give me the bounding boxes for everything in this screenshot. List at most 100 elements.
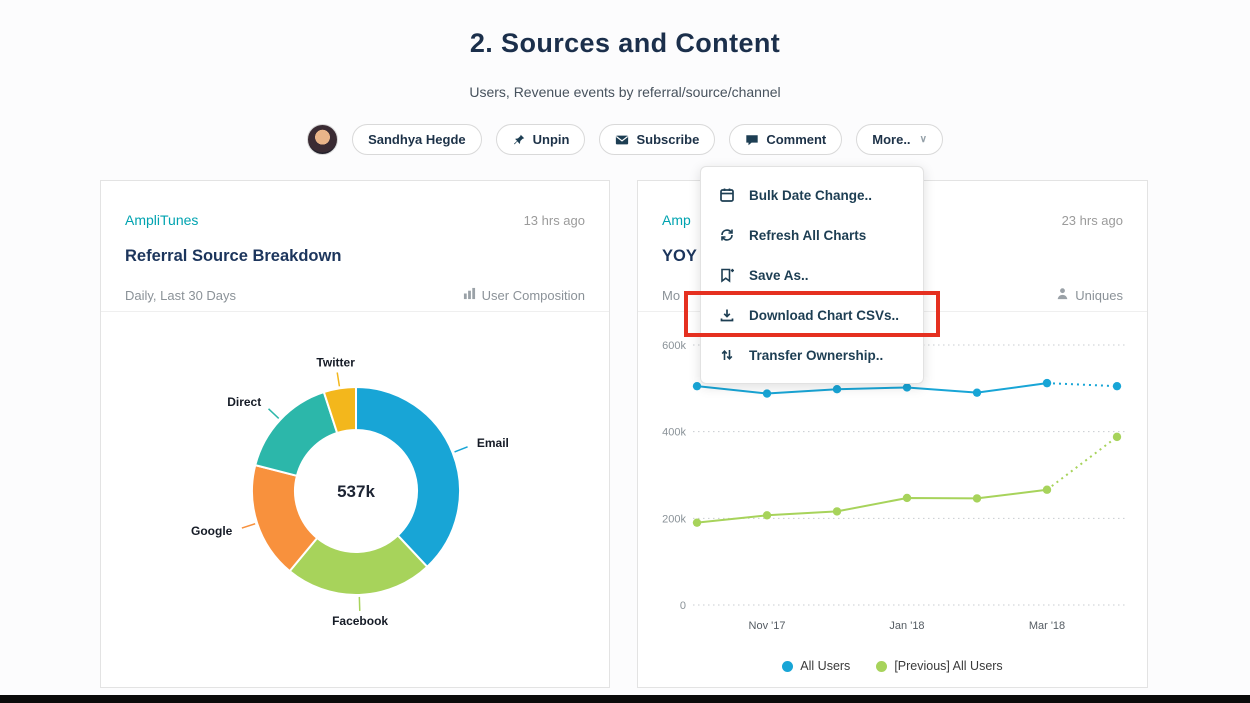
donut-leader-line [336, 372, 341, 387]
donut-label-google: Google [191, 524, 233, 538]
previous-all-users-point[interactable] [1112, 432, 1122, 442]
referral-breakdown-card: AmpliTunes 13 hrs ago Referral Source Br… [100, 180, 610, 688]
mode-label: User Composition [481, 287, 585, 303]
comment-label: Comment [766, 132, 827, 147]
card-header: AmpliTunes 13 hrs ago Referral Source Br… [101, 181, 609, 311]
owner-name: Sandhya Hegde [368, 132, 466, 147]
subscribe-button[interactable]: Subscribe [599, 124, 716, 155]
menu-item-label: Save As.. [749, 267, 809, 283]
mode-label: Uniques [1075, 287, 1123, 303]
comment-button[interactable]: Comment [729, 124, 843, 155]
bottom-screen-edge [0, 695, 1250, 703]
menu-item-label: Download Chart CSVs.. [749, 307, 900, 323]
donut-label-facebook: Facebook [332, 614, 388, 628]
donut-label-email: Email [477, 436, 509, 450]
x-axis-label: Nov '17 [749, 620, 786, 632]
time-ago: 13 hrs ago [523, 212, 585, 228]
all-users-point[interactable] [762, 389, 772, 398]
transfer-icon [719, 347, 736, 363]
previous-all-users-point[interactable] [902, 493, 912, 503]
all-users-line [696, 382, 1048, 395]
date-range-label: Mo [662, 287, 681, 303]
previous-all-users-point[interactable] [762, 511, 772, 520]
donut-svg[interactable]: Email Facebook Google Direct Twitter 537k [166, 321, 546, 666]
all-users-point[interactable] [1112, 381, 1122, 391]
menu-item-save-as[interactable]: Save As.. [701, 255, 923, 295]
user-composition-control[interactable]: User Composition [463, 287, 585, 303]
refresh-icon [719, 227, 736, 243]
donut-label-twitter: Twitter [316, 356, 355, 370]
y-axis-label: 600k [662, 340, 686, 352]
card-header: Amp 23 hrs ago YOY Mo Uniques [638, 181, 1147, 311]
menu-item-bulk-date-change[interactable]: Bulk Date Change.. [701, 175, 923, 215]
donut-leader-line [268, 408, 280, 419]
line-chart-svg[interactable]: 0 200k 400k 600k Nov '17 Jan '18 Mar '18 [652, 327, 1132, 637]
legend-label: All Users [800, 659, 851, 673]
uniques-icon [1056, 287, 1069, 303]
menu-item-label: Refresh All Charts [749, 227, 867, 243]
menu-item-transfer-ownership[interactable]: Transfer Ownership.. [701, 335, 923, 375]
previous-all-users-point[interactable] [1042, 485, 1052, 494]
avatar[interactable] [307, 124, 339, 155]
app-name-link[interactable]: Amp [662, 212, 691, 228]
donut-slice-twitter[interactable] [322, 385, 357, 435]
caret-down-icon: ∨ [919, 134, 927, 145]
all-users-point[interactable] [832, 385, 842, 394]
y-axis-label: 400k [662, 427, 686, 439]
comment-bubble-icon [745, 133, 759, 147]
previous-all-users-line [696, 488, 1048, 524]
unpin-button[interactable]: Unpin [495, 124, 586, 155]
donut-leader-line [454, 446, 468, 453]
calendar-icon [719, 187, 736, 203]
uniques-control[interactable]: Uniques [1056, 287, 1123, 303]
download-icon [719, 307, 736, 323]
page-title: 2. Sources and Content [469, 28, 781, 58]
menu-item-download-chart-csvs[interactable]: Download Chart CSVs.. [701, 295, 923, 335]
app-name-link[interactable]: AmpliTunes [125, 212, 199, 228]
y-axis-label: 200k [662, 513, 686, 525]
donut-slice-email[interactable] [355, 385, 461, 569]
subscribe-label: Subscribe [636, 132, 700, 147]
time-ago: 23 hrs ago [1061, 212, 1123, 228]
donut-leader-line [241, 523, 256, 529]
divider [101, 311, 609, 312]
legend-item-previous-all-users[interactable]: [Previous] All Users [876, 659, 1003, 673]
all-users-point[interactable] [692, 381, 702, 391]
menu-item-label: Bulk Date Change.. [749, 187, 873, 203]
more-button[interactable]: More.. ∨ [856, 124, 943, 155]
chart-title[interactable]: Referral Source Breakdown [125, 247, 342, 265]
all-users-point[interactable] [902, 383, 912, 392]
previous-all-users-point[interactable] [972, 494, 982, 503]
y-axis-label: 0 [680, 600, 686, 612]
chart-title[interactable]: YOY [662, 247, 697, 265]
date-range-label: Daily, Last 30 Days [125, 287, 237, 303]
more-label: More.. [872, 132, 911, 147]
legend-item-all-users[interactable]: All Users [782, 659, 850, 673]
x-axis-label: Jan '18 [889, 620, 924, 632]
menu-item-refresh-all-charts[interactable]: Refresh All Charts [701, 215, 923, 255]
envelope-icon [615, 133, 629, 147]
all-users-point[interactable] [972, 388, 982, 397]
save-bookmark-icon [719, 267, 736, 283]
legend-label: [Previous] All Users [894, 659, 1003, 673]
x-axis-label: Mar '18 [1029, 620, 1065, 632]
donut-slice-direct[interactable] [254, 390, 339, 478]
more-dropdown-menu: Bulk Date Change.. Refresh All Charts Sa… [700, 166, 924, 384]
previous-all-users-line-projection [1046, 436, 1118, 491]
legend-dot-all-users [782, 660, 794, 672]
pin-icon [512, 133, 526, 147]
legend-dot-previous-all-users [876, 660, 888, 672]
chart-legend: All Users [Previous] All Users [638, 659, 1147, 673]
toolbar: Sandhya Hegde Unpin Subscribe Comment Mo… [0, 124, 1250, 155]
user-composition-icon [463, 287, 476, 303]
donut-center-value: 537k [337, 482, 375, 501]
owner-button[interactable]: Sandhya Hegde [352, 124, 482, 155]
menu-item-label: Transfer Ownership.. [749, 347, 884, 363]
page-subtitle: Users, Revenue events by referral/source… [469, 84, 781, 100]
all-users-line-projection [1046, 382, 1118, 388]
previous-all-users-point[interactable] [832, 507, 842, 516]
donut-label-direct: Direct [227, 395, 261, 409]
previous-all-users-point[interactable] [692, 518, 702, 527]
unpin-label: Unpin [532, 132, 570, 147]
all-users-point[interactable] [1042, 378, 1052, 388]
